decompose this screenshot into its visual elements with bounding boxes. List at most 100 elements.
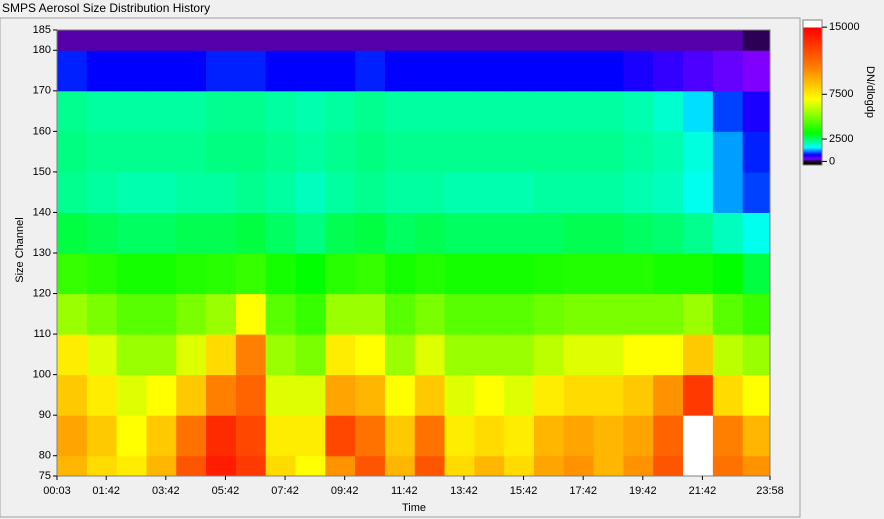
heat-cell (295, 90, 326, 132)
heat-cell (325, 50, 356, 92)
colorbar-swatch (803, 96, 822, 98)
heat-cell (563, 293, 595, 335)
heat-cell (355, 293, 386, 335)
heat-cell (295, 50, 326, 92)
heat-cell (563, 50, 595, 92)
colorbar-swatch (803, 132, 822, 134)
heat-cell (504, 50, 535, 92)
x-tick-label: 17:42 (569, 485, 597, 497)
colorbar-swatch (803, 30, 822, 32)
heat-cell (384, 334, 416, 376)
heat-cell (325, 212, 356, 254)
heat-cell (86, 253, 118, 295)
heat-cell (593, 455, 624, 477)
heat-cell (504, 131, 535, 173)
heat-cell (265, 455, 296, 477)
heat-cell (683, 374, 714, 416)
heat-cell (325, 171, 356, 213)
y-tick-label: 120 (33, 287, 51, 299)
heat-cell (325, 293, 356, 335)
heat-cell (474, 455, 505, 477)
heat-cell (355, 30, 386, 51)
colorbar-swatch (803, 43, 822, 45)
colorbar-swatch (803, 31, 822, 33)
heat-cell (325, 90, 356, 132)
heat-cell (474, 253, 505, 295)
heat-cell (146, 212, 177, 254)
heat-cell (57, 30, 88, 51)
heat-cell (295, 293, 326, 335)
heat-cell (146, 90, 177, 132)
heat-cell (712, 334, 744, 376)
heat-cell (57, 253, 88, 295)
colorbar-swatch (803, 61, 822, 63)
heat-cell (593, 131, 624, 173)
heat-cell (146, 415, 177, 457)
heat-cell (176, 334, 207, 376)
x-axis-label: Time (402, 502, 426, 514)
heat-cell (325, 131, 356, 173)
colorbar-swatch (803, 129, 822, 131)
heat-cell (176, 30, 207, 51)
heat-cell (474, 293, 505, 335)
x-tick-label: 00:03 (43, 485, 71, 497)
heat-cell (116, 415, 147, 457)
heat-cell (146, 293, 177, 335)
colorbar-swatch (803, 153, 822, 155)
colorbar-swatch (803, 107, 822, 109)
colorbar-swatch (803, 154, 822, 156)
heat-cell (504, 212, 535, 254)
colorbar-swatch (803, 95, 822, 97)
heat-cell (444, 253, 475, 295)
heat-cell (444, 212, 475, 254)
heat-cell (683, 415, 714, 457)
colorbar-swatch (803, 152, 822, 154)
heat-cell (176, 293, 207, 335)
heat-cell (146, 253, 177, 295)
colorbar-swatch (803, 112, 822, 114)
x-tick-label: 11:42 (391, 485, 418, 497)
colorbar-swatch (803, 29, 822, 31)
heat-cell (265, 212, 296, 254)
colorbar-swatch (803, 125, 822, 127)
chart-title: SMPS Aerosol Size Distribution History (2, 1, 210, 15)
colorbar-swatch (803, 163, 822, 165)
heat-cell (742, 50, 771, 92)
colorbar-swatch (803, 27, 822, 29)
heat-cell (623, 374, 654, 416)
colorbar-swatch (803, 151, 822, 153)
heat-cell (742, 293, 771, 335)
heat-cell (653, 334, 684, 376)
colorbar-swatch (803, 52, 822, 54)
heat-cell (712, 131, 744, 173)
heat-cell (265, 374, 296, 416)
colorbar-swatch (803, 77, 822, 79)
colorbar-swatch (803, 146, 822, 148)
heat-cell (384, 90, 416, 132)
colorbar-swatch (803, 139, 822, 141)
heat-cell (206, 171, 237, 213)
heat-cell (206, 50, 237, 92)
colorbar-tick-label: 2500 (829, 133, 853, 145)
heat-cell (86, 415, 118, 457)
colorbar-swatch (803, 73, 822, 75)
colorbar-swatch (803, 138, 822, 140)
heat-cell (235, 90, 267, 132)
heat-cell (444, 131, 475, 173)
heat-cell (444, 50, 475, 92)
colorbar-swatch (803, 103, 822, 105)
heat-cell (355, 90, 386, 132)
heat-cell (384, 455, 416, 477)
heat-cell (712, 374, 744, 416)
colorbar-swatch (803, 22, 822, 24)
heat-cell (116, 253, 147, 295)
colorbar-swatch (803, 76, 822, 78)
heat-cell (146, 131, 177, 173)
colorbar-swatch (803, 53, 822, 55)
heat-cell (593, 50, 624, 92)
y-tick-label: 140 (33, 206, 51, 218)
heat-cell (86, 30, 118, 51)
heat-cell (653, 374, 684, 416)
heat-cell (742, 30, 771, 51)
